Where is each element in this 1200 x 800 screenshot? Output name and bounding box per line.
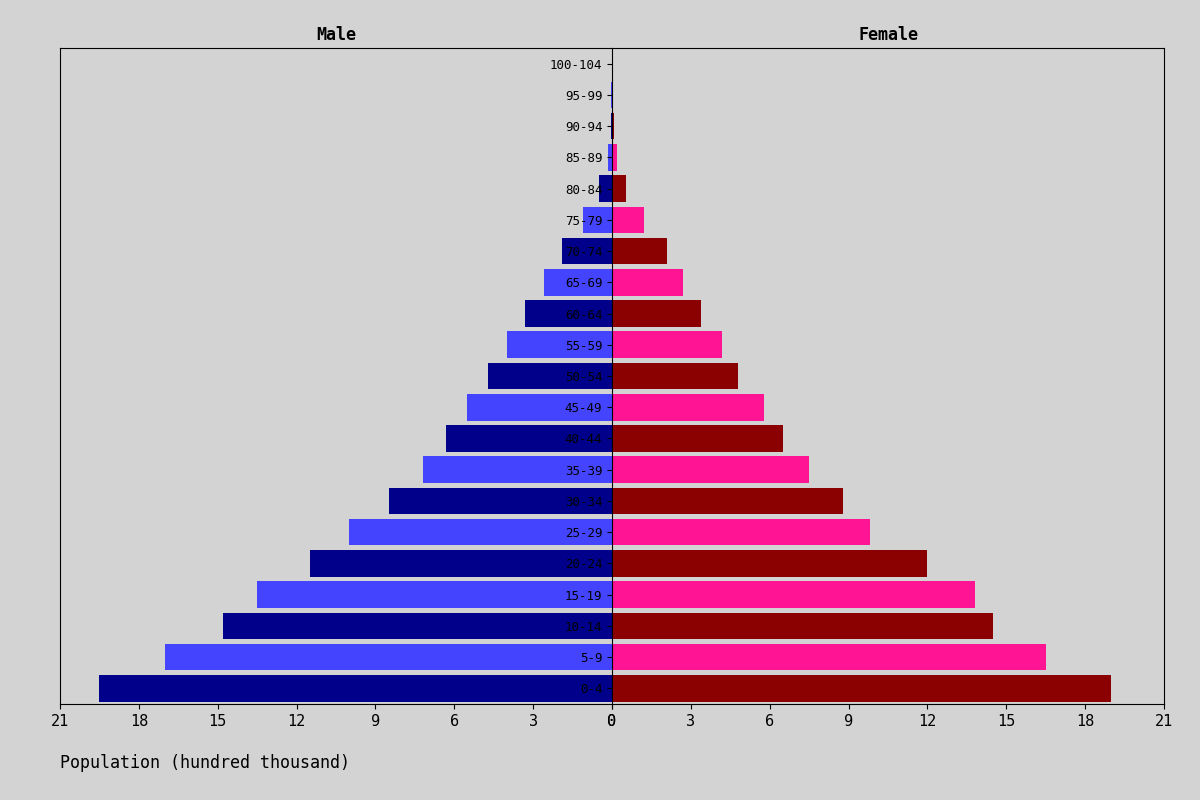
Bar bbox=[166, 644, 612, 670]
Bar bbox=[506, 331, 612, 358]
Bar bbox=[612, 394, 764, 421]
Bar bbox=[612, 519, 870, 546]
Bar bbox=[611, 113, 612, 139]
Bar bbox=[389, 488, 612, 514]
Bar bbox=[612, 175, 626, 202]
Title: Female: Female bbox=[858, 26, 918, 44]
Bar bbox=[612, 144, 617, 170]
Bar bbox=[612, 300, 701, 327]
Bar bbox=[468, 394, 612, 421]
Bar bbox=[612, 582, 974, 608]
Bar bbox=[612, 613, 994, 639]
Bar bbox=[599, 175, 612, 202]
Bar bbox=[612, 362, 738, 390]
Bar bbox=[612, 488, 844, 514]
Bar bbox=[612, 644, 1045, 670]
Bar bbox=[583, 206, 612, 233]
Bar bbox=[612, 331, 722, 358]
Bar bbox=[349, 519, 612, 546]
Bar bbox=[612, 206, 643, 233]
Bar bbox=[608, 144, 612, 170]
Bar bbox=[488, 362, 612, 390]
Bar bbox=[612, 238, 667, 264]
Bar bbox=[100, 675, 612, 702]
Bar bbox=[612, 425, 782, 452]
Bar bbox=[310, 550, 612, 577]
Bar bbox=[612, 675, 1111, 702]
Bar bbox=[223, 613, 612, 639]
Bar bbox=[612, 457, 809, 483]
Bar bbox=[612, 550, 928, 577]
Title: Male: Male bbox=[316, 26, 356, 44]
Bar bbox=[544, 269, 612, 295]
Bar bbox=[257, 582, 612, 608]
Text: Population (hundred thousand): Population (hundred thousand) bbox=[60, 754, 350, 772]
Bar bbox=[612, 269, 683, 295]
Bar bbox=[446, 425, 612, 452]
Bar bbox=[526, 300, 612, 327]
Bar bbox=[612, 113, 613, 139]
Bar bbox=[422, 457, 612, 483]
Bar bbox=[562, 238, 612, 264]
